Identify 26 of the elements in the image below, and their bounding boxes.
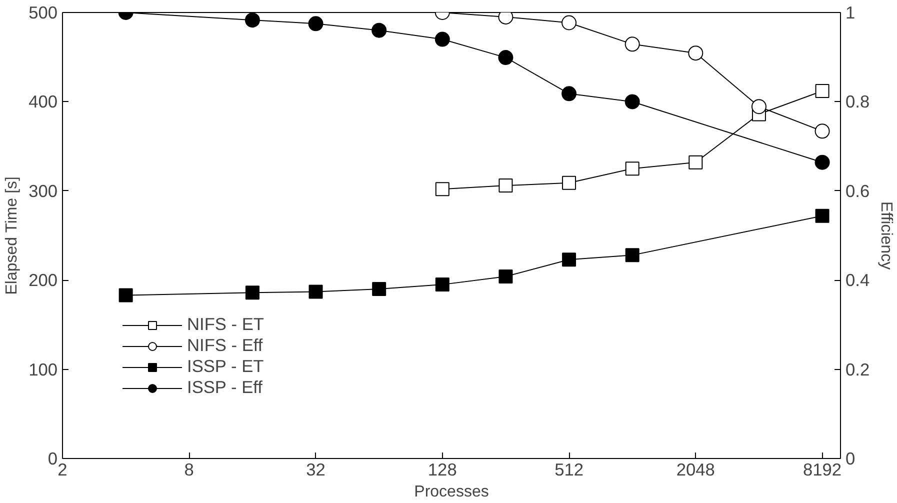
x-tick-label: 2048 [676, 460, 715, 480]
y2-tick-label: 0.4 [846, 270, 870, 290]
x-tick-label: 512 [554, 460, 584, 480]
legend-label: NIFS - Eff [187, 335, 263, 356]
legend-label: NIFS - ET [187, 314, 264, 335]
y-axis-title: Elapsed Time [s] [4, 176, 21, 295]
y2-tick-label: 0.6 [846, 180, 870, 201]
y-tick-label: 200 [28, 270, 58, 290]
legend-label: ISSP - ET [187, 356, 264, 377]
y-tick-label: 400 [28, 92, 58, 112]
x-tick-label: 128 [428, 460, 457, 480]
x-tick-label: 8 [184, 460, 194, 480]
y-tick-label: 100 [28, 359, 58, 380]
y-tick-label: 500 [28, 2, 58, 22]
y2-tick-label: 0 [846, 448, 856, 468]
y2-tick-label: 0.8 [846, 92, 870, 112]
y2-tick-label: 0.2 [846, 359, 870, 380]
y2-axis-title: Efficiency [878, 201, 895, 270]
y2-tick-label: 1 [846, 2, 856, 22]
x-axis-title: Processes [414, 484, 489, 500]
x-tick-label: 2 [58, 460, 68, 480]
legend-label: ISSP - Eff [187, 377, 262, 398]
y-tick-label: 300 [28, 180, 58, 201]
x-tick-label: 32 [306, 460, 326, 480]
y-tick-label: 0 [48, 448, 58, 468]
x-tick-label: 8192 [803, 460, 842, 480]
